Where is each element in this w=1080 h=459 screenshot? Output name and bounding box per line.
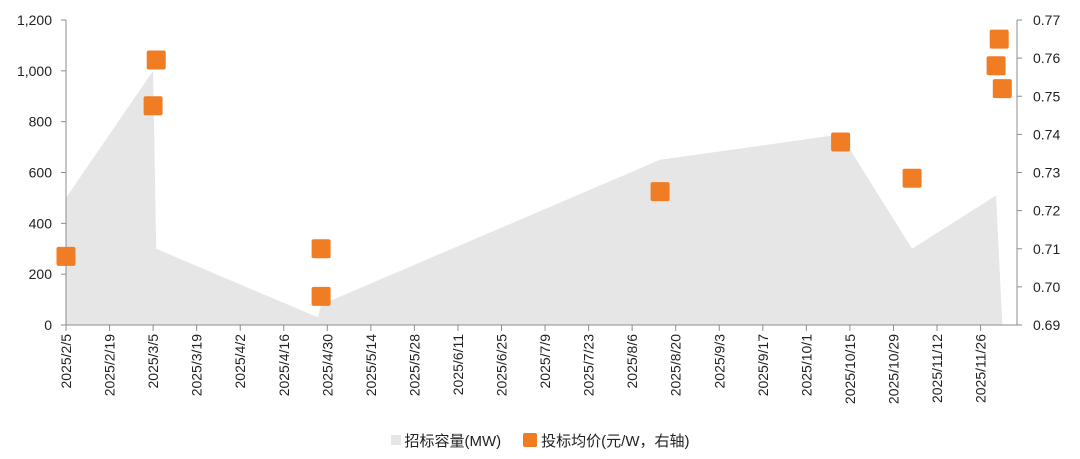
- x-tick-label: 2025/7/23: [581, 334, 597, 396]
- y-left-tick-label: 400: [29, 215, 53, 231]
- legend-item-price: 投标均价(元/W，右轴): [523, 430, 689, 451]
- x-tick-label: 2025/9/17: [755, 334, 771, 396]
- x-tick-label: 2025/4/30: [319, 334, 335, 396]
- y-left-tick-label: 600: [29, 165, 53, 181]
- x-tick-label: 2025/8/20: [668, 334, 684, 396]
- price-marker: [311, 239, 331, 259]
- legend-item-capacity: 招标容量(MW): [390, 430, 502, 451]
- y-right-tick-label: 0.73: [1033, 165, 1060, 181]
- y-right-tick-label: 0.76: [1033, 50, 1060, 66]
- y-left-tick-label: 1,200: [17, 12, 52, 28]
- x-tick-label: 2025/5/28: [406, 334, 422, 396]
- x-tick-label: 2025/10/1: [798, 334, 814, 396]
- price-marker: [992, 79, 1012, 99]
- legend-swatch-marker: [523, 433, 538, 447]
- legend-label-capacity: 招标容量(MW): [404, 432, 502, 450]
- price-marker: [989, 29, 1009, 49]
- legend-label-price: 投标均价(元/W，右轴): [541, 432, 690, 450]
- y-left-tick-label: 800: [29, 114, 53, 130]
- x-tick-label: 2025/3/5: [145, 334, 161, 389]
- y-right-tick-label: 0.71: [1033, 241, 1060, 257]
- y-right-tick-label: 0.72: [1033, 203, 1060, 219]
- capacity-area: [66, 70, 1003, 325]
- x-tick-label: 2025/6/11: [450, 334, 466, 395]
- x-tick-label: 2025/4/16: [276, 334, 292, 396]
- chart: 0 200 400 600 800 1,000 1,200 0.69 0.70 0.71 0.72 0…: [17, 12, 1061, 404]
- chart-legend: 招标容量(MW) 投标均价(元/W，右轴): [0, 428, 1080, 452]
- price-marker: [311, 286, 331, 306]
- price-marker: [986, 56, 1006, 76]
- x-tick-label: 2025/5/14: [363, 334, 379, 396]
- x-tick-label: 2025/2/5: [58, 334, 74, 389]
- y-right-tick-label: 0.70: [1033, 279, 1060, 295]
- x-tick-label: 2025/9/3: [711, 334, 727, 389]
- y-left-tick-label: 0: [44, 317, 52, 333]
- y-right-tick-label: 0.77: [1033, 12, 1060, 28]
- y-right-tick-label: 0.75: [1033, 88, 1060, 104]
- x-tick-label: 2025/10/29: [885, 334, 901, 404]
- y-right-tick-label: 0.69: [1033, 317, 1060, 333]
- y-left-tick-label: 1,000: [17, 63, 52, 79]
- x-tick-label: 2025/2/19: [102, 334, 118, 396]
- x-tick-label: 2025/6/25: [494, 334, 510, 396]
- price-marker: [56, 246, 76, 266]
- price-marker: [902, 168, 922, 188]
- x-tick-label: 2025/8/6: [624, 334, 640, 389]
- y-right-tick-label: 0.74: [1033, 126, 1060, 142]
- x-tick-label: 2025/4/2: [232, 334, 248, 389]
- price-marker: [146, 50, 166, 70]
- x-tick-label: 2025/7/9: [537, 334, 553, 389]
- price-marker: [831, 132, 851, 152]
- y-left-tick-label: 200: [29, 266, 53, 282]
- price-marker: [143, 96, 163, 116]
- x-tick-label: 2025/10/15: [842, 334, 858, 404]
- x-tick-label: 2025/11/26: [973, 334, 989, 403]
- legend-swatch-area: [390, 435, 401, 445]
- x-tick-label: 2025/3/19: [189, 334, 205, 396]
- price-marker: [650, 182, 670, 202]
- x-tick-label: 2025/11/12: [929, 334, 945, 403]
